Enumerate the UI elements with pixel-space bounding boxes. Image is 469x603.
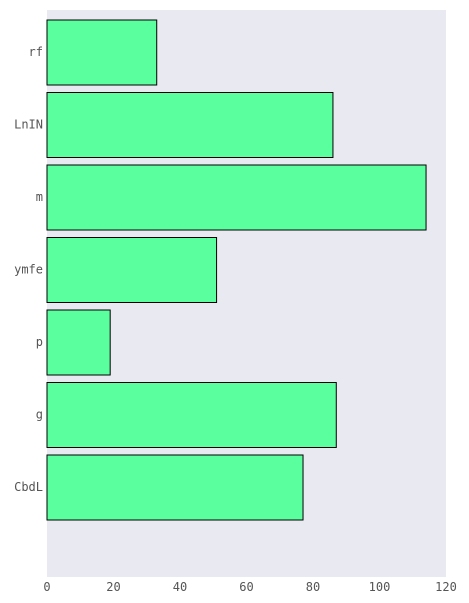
- x-tick-label-100: 100: [369, 580, 391, 594]
- x-tick-label-0: 0: [43, 580, 50, 594]
- bar-rf: [46, 19, 158, 86]
- category-label-LnIN: LnIN: [14, 118, 43, 132]
- category-label-m: m: [36, 190, 43, 204]
- bar-CbdL: [46, 454, 304, 521]
- x-tick-label-40: 40: [173, 580, 187, 594]
- category-labels: rf LnIN m ymfe p g CbdL: [14, 45, 43, 494]
- bars-group: [46, 19, 427, 521]
- x-axis-ticks: 0 20 40 60 80 100 120: [43, 580, 456, 594]
- bar-LnIN: [46, 92, 334, 158]
- category-label-g: g: [36, 408, 43, 422]
- bar-g: [46, 382, 337, 448]
- x-tick-label-80: 80: [306, 580, 320, 594]
- x-tick-label-60: 60: [239, 580, 253, 594]
- bar-m: [46, 164, 427, 231]
- x-tick-label-20: 20: [106, 580, 120, 594]
- category-label-rf: rf: [29, 45, 43, 59]
- category-label-p: p: [36, 335, 43, 349]
- bar-ymfe: [46, 237, 218, 303]
- bar-p: [46, 309, 111, 376]
- category-label-CbdL: CbdL: [14, 480, 43, 494]
- x-tick-label-120: 120: [435, 580, 457, 594]
- category-label-ymfe: ymfe: [14, 263, 43, 277]
